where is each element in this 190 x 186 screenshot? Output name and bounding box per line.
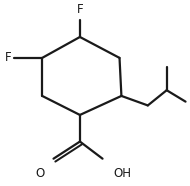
Text: O: O xyxy=(36,167,45,180)
Text: OH: OH xyxy=(114,167,132,180)
Text: F: F xyxy=(4,51,11,64)
Text: F: F xyxy=(77,3,83,16)
